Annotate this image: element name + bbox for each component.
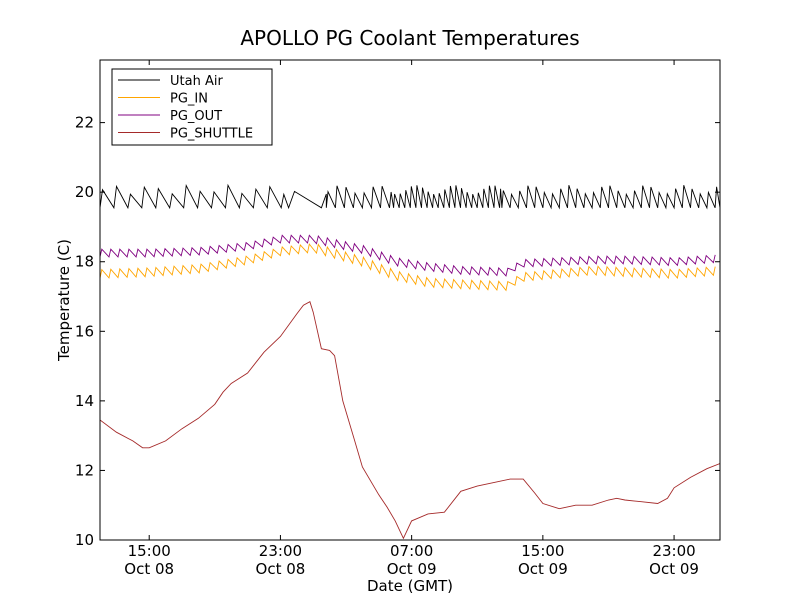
legend-label-pg-in: PG_IN [170, 92, 208, 107]
series-line-pg-in [100, 243, 716, 292]
x-tick-label: 23:00 [652, 542, 695, 560]
series-line-utah-air [100, 183, 720, 210]
series-line-pg-shuttle [100, 301, 720, 540]
y-tick-label: 22 [75, 114, 94, 132]
x-tick-label: Oct 08 [256, 560, 306, 578]
y-axis-label: Temperature (C) [55, 239, 73, 362]
legend: Utah Air PG_IN PG_OUT PG_SHUTTLE [111, 68, 273, 146]
x-tick-label: 23:00 [259, 542, 302, 560]
x-tick-label: 15:00 [128, 542, 171, 560]
y-tick-label: 18 [75, 253, 94, 271]
legend-label-pg-shuttle: PG_SHUTTLE [170, 127, 253, 142]
legend-label-pg-out: PG_OUT [170, 109, 222, 124]
x-tick-label: 15:00 [521, 542, 564, 560]
x-tick-label: Oct 09 [387, 560, 437, 578]
chart-title: APOLLO PG Coolant Temperatures [240, 26, 579, 50]
x-tick-label: Oct 09 [518, 560, 568, 578]
x-axis-label: Date (GMT) [367, 577, 453, 595]
y-tick-label: 20 [75, 183, 94, 201]
plot-frame [99, 59, 721, 541]
series-line-pg-out [100, 234, 716, 277]
y-tick-label: 16 [75, 322, 94, 340]
y-tick-label: 14 [75, 392, 94, 410]
x-tick-label: Oct 08 [124, 560, 174, 578]
y-tick-label: 10 [75, 531, 94, 549]
series-group [100, 183, 720, 540]
legend-label-utah-air: Utah Air [170, 74, 223, 89]
y-tick-label: 12 [75, 461, 94, 479]
x-tick-label: Oct 09 [649, 560, 699, 578]
x-tick-label: 07:00 [390, 542, 433, 560]
